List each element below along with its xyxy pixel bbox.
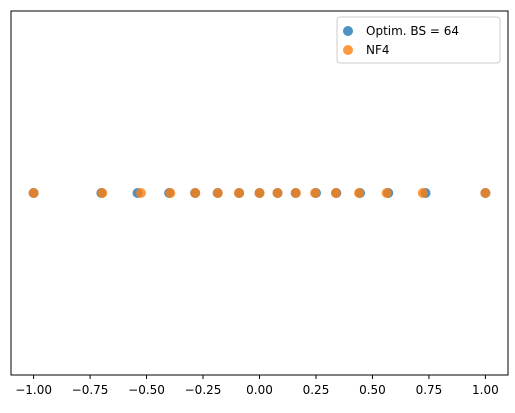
data-point: [165, 188, 176, 198]
data-point: [233, 188, 244, 198]
data-point: [480, 188, 491, 198]
legend-label-optim: Optim. BS = 64: [366, 24, 459, 38]
data-point: [381, 188, 392, 198]
data-point: [290, 188, 301, 198]
legend-label-nf4: NF4: [366, 43, 390, 57]
legend-box: [336, 16, 501, 64]
data-point: [330, 188, 341, 198]
data-point: [354, 188, 365, 198]
x-tick-label: 0.50: [359, 383, 386, 397]
x-tick-label: 1.00: [472, 383, 499, 397]
x-tick-label: −0.25: [185, 383, 222, 397]
data-point: [135, 188, 146, 198]
data-point: [254, 188, 265, 198]
x-tick-label: 0.00: [246, 383, 273, 397]
x-tick-label: 0.75: [416, 383, 443, 397]
data-point: [28, 188, 39, 198]
data-point: [272, 188, 283, 198]
data-point: [212, 188, 223, 198]
x-tick-label: −1.00: [15, 383, 52, 397]
data-point: [190, 188, 201, 198]
x-tick-label: −0.75: [72, 383, 109, 397]
data-point: [417, 188, 428, 198]
legend: Optim. BS = 64 NF4: [336, 16, 501, 64]
data-point: [97, 188, 108, 198]
legend-marker-nf4: [343, 45, 353, 55]
data-point: [310, 188, 321, 198]
series-1: [28, 188, 491, 198]
x-tick-label: 0.25: [303, 383, 330, 397]
x-axis: −1.00 −0.75 −0.50 −0.25 0.00 0.25 0.50 0.75 1.00: [15, 375, 499, 397]
series-layer: [28, 188, 491, 198]
legend-marker-optim: [343, 26, 353, 36]
x-tick-label: −0.50: [128, 383, 165, 397]
